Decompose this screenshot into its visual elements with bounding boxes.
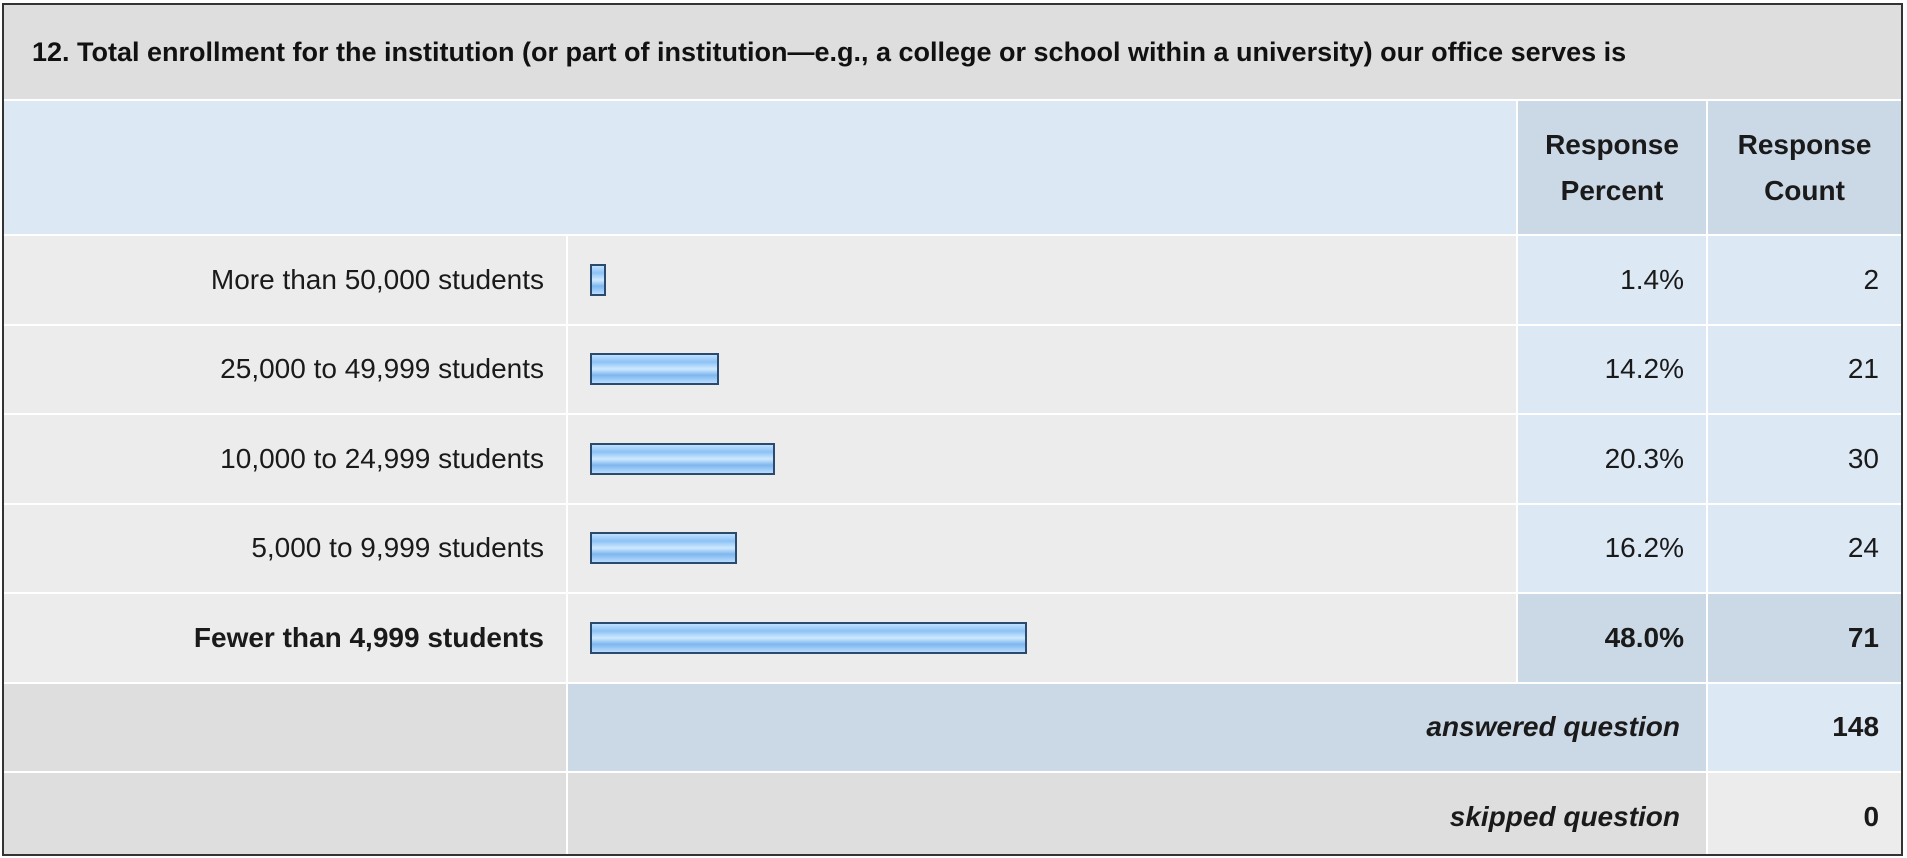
percent-bar xyxy=(590,353,719,386)
answer-label: 25,000 to 49,999 students xyxy=(4,324,567,415)
response-percent-header: Response Percent xyxy=(1516,100,1707,236)
bar-cell xyxy=(566,503,1517,594)
skipped-question-value: 0 xyxy=(1705,772,1901,854)
percent-bar xyxy=(590,621,1027,654)
header-row: Response Percent Response Count xyxy=(4,100,1901,236)
answer-row-top: Fewer than 4,999 students 48.0% 71 xyxy=(4,593,1901,684)
count-header-line1: Response xyxy=(1737,128,1872,160)
response-count: 30 xyxy=(1705,414,1901,505)
response-count: 24 xyxy=(1705,503,1901,594)
summary-blank xyxy=(4,772,567,854)
response-count: 71 xyxy=(1705,593,1901,684)
summary-blank xyxy=(4,682,567,773)
bar-cell xyxy=(566,414,1517,505)
header-blank xyxy=(4,100,1517,236)
answer-label: 10,000 to 24,999 students xyxy=(4,414,567,505)
answer-label: 5,000 to 9,999 students xyxy=(4,503,567,594)
bar-cell xyxy=(566,324,1517,415)
answer-label: Fewer than 4,999 students xyxy=(4,593,567,684)
response-percent: 14.2% xyxy=(1516,324,1707,415)
count-header-line2: Count xyxy=(1764,174,1845,206)
skipped-question-label: skipped question xyxy=(566,772,1707,854)
response-percent: 16.2% xyxy=(1516,503,1707,594)
answered-question-label: answered question xyxy=(566,682,1707,773)
answered-row: answered question 148 xyxy=(4,682,1901,773)
percent-bar xyxy=(590,263,606,296)
survey-question-table: 12. Total enrollment for the institution… xyxy=(2,3,1903,856)
bar-cell xyxy=(566,235,1517,326)
skipped-row: skipped question 0 xyxy=(4,772,1901,854)
answered-question-value: 148 xyxy=(1705,682,1901,773)
answer-row: 25,000 to 49,999 students 14.2% 21 xyxy=(4,324,1901,415)
percent-bar xyxy=(590,442,775,475)
percent-bar xyxy=(590,532,737,565)
answer-row: More than 50,000 students 1.4% 2 xyxy=(4,235,1901,326)
response-percent: 48.0% xyxy=(1516,593,1707,684)
answer-label: More than 50,000 students xyxy=(4,235,567,326)
answer-row: 5,000 to 9,999 students 16.2% 24 xyxy=(4,503,1901,594)
response-count-header: Response Count xyxy=(1705,100,1901,236)
answer-row: 10,000 to 24,999 students 20.3% 30 xyxy=(4,414,1901,505)
results-table: 12. Total enrollment for the institution… xyxy=(4,5,1901,854)
response-count: 2 xyxy=(1705,235,1901,326)
percent-header-line1: Response xyxy=(1545,128,1679,160)
response-percent: 20.3% xyxy=(1516,414,1707,505)
response-count: 21 xyxy=(1705,324,1901,415)
response-percent: 1.4% xyxy=(1516,235,1707,326)
question-title: 12. Total enrollment for the institution… xyxy=(4,5,1901,101)
bar-cell xyxy=(566,593,1517,684)
percent-header-line2: Percent xyxy=(1560,174,1664,206)
question-row: 12. Total enrollment for the institution… xyxy=(4,5,1901,101)
